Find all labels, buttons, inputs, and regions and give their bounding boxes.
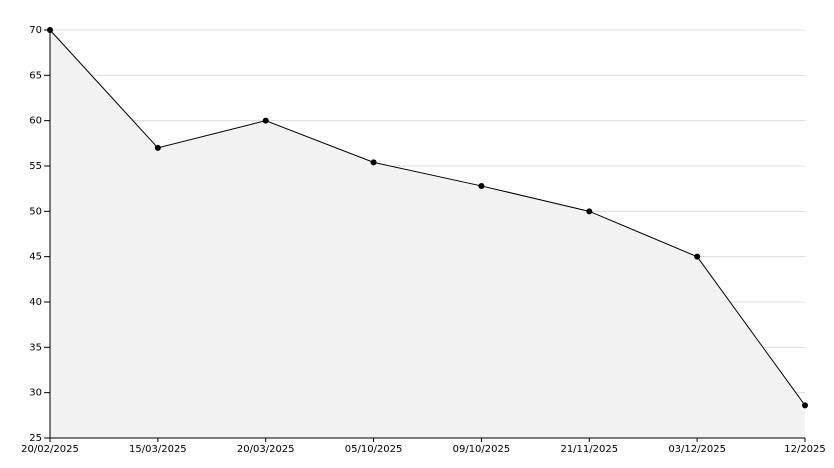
y-tick-label: 40 [29, 297, 42, 308]
x-tick-label: 09/10/2025 [453, 444, 511, 455]
y-tick-label: 30 [29, 388, 42, 399]
marker [154, 144, 161, 151]
x-tick-label: 20/03/2025 [237, 444, 295, 455]
marker [586, 208, 593, 215]
area-fill [50, 30, 805, 438]
y-tick-label: 35 [29, 342, 42, 353]
x-tick-label: 12/2025 [784, 444, 826, 455]
marker [802, 402, 808, 409]
x-tick-label: 05/10/2025 [345, 444, 403, 455]
y-tick-label: 25 [29, 433, 42, 444]
marker [694, 253, 701, 260]
marker [370, 159, 377, 166]
marker [262, 117, 269, 124]
x-tick-label: 21/11/2025 [560, 444, 618, 455]
marker [478, 182, 485, 189]
y-tick-label: 70 [29, 25, 42, 36]
y-tick-label: 50 [29, 206, 42, 217]
y-tick-label: 45 [29, 252, 42, 263]
y-tick-label: 55 [29, 161, 42, 172]
x-tick-label: 20/02/2025 [21, 444, 79, 455]
x-tick-label: 03/12/2025 [668, 444, 726, 455]
y-tick-label: 60 [29, 116, 42, 127]
line [49, 29, 806, 406]
x-tick-label: 15/03/2025 [129, 444, 187, 455]
y-tick-label: 65 [29, 70, 42, 81]
